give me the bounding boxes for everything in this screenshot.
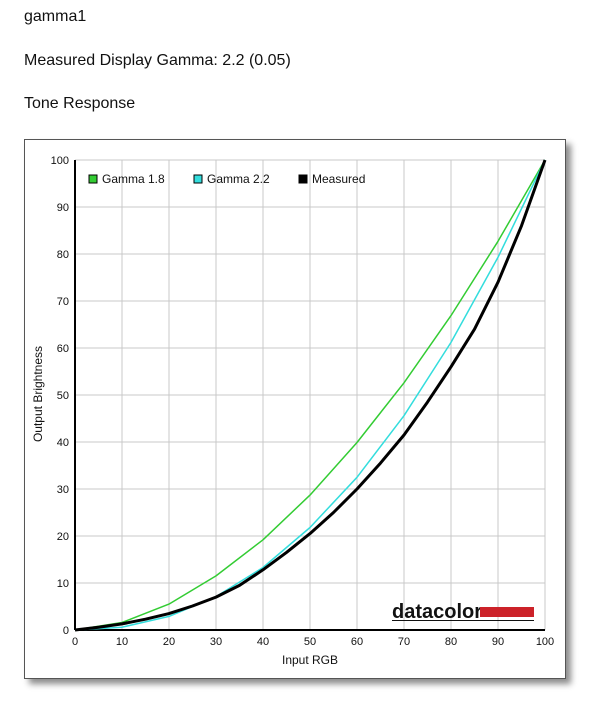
y-tick-label: 30 [57,484,69,496]
series-lines [74,159,547,632]
tone-response-chart: 0 10 20 30 40 50 60 70 80 90 100 0 10 20 30 40 50 60 70 80 9… [31,155,555,667]
legend-label: Gamma 1.8 [102,172,165,186]
y-tick-label: 90 [57,202,69,214]
measured-gamma-text: Measured Display Gamma: 2.2 (0.05) [24,52,291,69]
page-title: gamma1 [24,8,87,25]
x-tick-label: 20 [163,636,175,648]
x-tick-label: 90 [492,636,504,648]
y-tick-label: 40 [57,437,69,449]
legend-label: Gamma 2.2 [207,172,270,186]
datacolor-logo-bar [480,607,534,617]
datacolor-logo: datacolor [392,601,534,623]
y-tick-label: 0 [63,625,69,637]
y-tick-label: 100 [51,155,69,167]
y-tick-label: 20 [57,531,69,543]
tone-response-chart-frame: 0 10 20 30 40 50 60 70 80 90 100 0 10 20 30 40 50 60 70 80 9… [24,139,566,679]
x-tick-label: 70 [398,636,410,648]
series-line-gamma-1-8 [74,159,546,631]
legend-swatch [88,174,98,184]
x-tick-label: 30 [210,636,222,648]
legend: Gamma 1.8 Gamma 2.2 Measured [88,172,365,186]
x-tick-label: 60 [351,636,363,648]
axes [74,160,545,631]
x-tick-label: 80 [445,636,457,648]
series-line-gamma-2-2 [74,159,546,631]
datacolor-logo-underline [392,620,534,621]
x-tick-label: 50 [304,636,316,648]
datacolor-logo-text: datacolor [392,601,482,623]
section-title: Tone Response [24,95,136,112]
x-tick-label: 40 [257,636,269,648]
y-tick-label: 60 [57,343,69,355]
legend-swatch [193,174,203,184]
y-axis-label: Output Brightness [31,346,45,442]
tick-labels: 0 10 20 30 40 50 60 70 80 90 100 0 10 20 30 40 50 60 70 80 9… [51,155,555,648]
x-tick-label: 10 [116,636,128,648]
legend-label: Measured [312,172,365,186]
y-tick-label: 80 [57,249,69,261]
y-tick-label: 10 [57,578,69,590]
y-tick-label: 50 [57,390,69,402]
grid [74,159,546,631]
legend-swatch [298,174,308,184]
x-tick-label: 0 [72,636,78,648]
x-tick-label: 100 [536,636,554,648]
y-tick-label: 70 [57,296,69,308]
x-axis-label: Input RGB [282,653,338,667]
series-line-measured [74,159,547,632]
